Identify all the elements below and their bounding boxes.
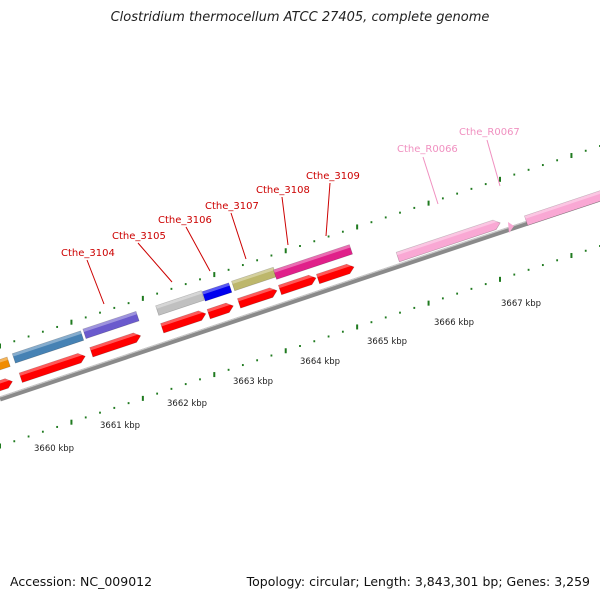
cds-7-shape <box>278 274 317 296</box>
cds-7-gloss <box>278 273 316 289</box>
label-leader <box>281 196 289 246</box>
gene-blue-shape <box>201 282 233 302</box>
scale-labels: 3660 kbp 3661 kbp 3662 kbp 3663 kbp 3664 kbp… <box>34 299 541 454</box>
gene-steelblue-shape <box>11 330 85 364</box>
scale-label: 3663 kbp <box>233 377 273 387</box>
cds-3 <box>89 331 142 358</box>
label-leader <box>486 139 501 187</box>
backbone-highlight <box>0 196 600 398</box>
cds-6-shape <box>237 287 278 309</box>
scale-label: 3665 kbp <box>367 337 407 347</box>
feature-label: Cthe_3108 <box>256 185 310 196</box>
rna-pink-1-gloss <box>396 218 500 256</box>
cds-6 <box>237 285 278 309</box>
rna-pink-2-gloss <box>524 190 600 219</box>
scale-label: 3664 kbp <box>300 357 340 367</box>
rna-pink-2 <box>524 190 600 226</box>
scale-label: 3662 kbp <box>167 399 207 409</box>
map-title: Clostridium thermocellum ATCC 27405, com… <box>110 10 490 25</box>
gene-steelblue <box>11 330 85 364</box>
feature-label: Cthe_3105 <box>112 231 166 242</box>
label-leader <box>137 242 173 283</box>
cds-8 <box>316 262 355 285</box>
gene-slateblue <box>82 311 140 339</box>
cds-8-gloss <box>316 262 354 278</box>
cds-1-shape <box>0 378 13 394</box>
cds-2-gloss <box>19 351 85 376</box>
gene-steelblue-gloss <box>12 330 82 357</box>
gene-slateblue-shape <box>82 311 140 339</box>
scale-label: 3666 kbp <box>434 318 474 328</box>
rna-pink-1 <box>395 218 501 263</box>
label-leader <box>422 156 439 205</box>
cds-6-gloss <box>237 285 277 302</box>
gene-magenta-gloss <box>273 244 351 273</box>
outer-tick-ring <box>0 145 600 349</box>
topology-text: Topology: circular; Length: 3,843,301 bp… <box>246 574 590 589</box>
scale-label: 3660 kbp <box>34 444 74 454</box>
label-leader <box>86 259 105 305</box>
rna-pink-arrowhead <box>508 222 514 233</box>
feature-labels: Cthe_3104 Cthe_3105 Cthe_3106 Cthe_3107 Cthe… <box>61 127 520 259</box>
label-leader <box>185 226 211 272</box>
cds-4-shape <box>160 310 207 334</box>
gene-blue <box>201 282 233 302</box>
cds-2 <box>18 351 86 383</box>
backbone-line <box>0 196 600 402</box>
feature-label: Cthe_3106 <box>158 215 212 226</box>
feature-track <box>0 190 600 394</box>
feature-label: Cthe_3109 <box>306 171 360 182</box>
cds-2-shape <box>18 353 86 383</box>
label-leaders <box>86 139 501 305</box>
gene-orange <box>0 356 11 372</box>
gene-khaki-gloss <box>231 267 275 285</box>
gene-blue-gloss <box>202 282 230 295</box>
cds-4-gloss <box>160 308 206 327</box>
rna-pink-1-shape <box>395 219 501 263</box>
cds-4 <box>160 308 207 334</box>
feature-label: Cthe_R0067 <box>459 127 520 138</box>
gene-khaki <box>231 266 277 292</box>
cds-5 <box>206 301 234 320</box>
cds-8-shape <box>316 263 355 285</box>
cds-3-gloss <box>89 331 141 351</box>
cds-3-shape <box>89 332 142 358</box>
scale-label: 3661 kbp <box>100 421 140 431</box>
label-leader <box>230 212 247 260</box>
gene-slateblue-gloss <box>82 311 137 332</box>
gene-gray <box>155 290 205 316</box>
cds-1 <box>0 376 13 394</box>
rna-pink-2-shape <box>524 190 600 226</box>
gene-gray-gloss <box>155 290 203 309</box>
feature-label: Cthe_3107 <box>205 201 259 212</box>
scale-label: 3667 kbp <box>501 299 541 309</box>
gene-orange-shape <box>0 356 11 372</box>
feature-label: Cthe_3104 <box>61 248 115 259</box>
gene-orange-gloss <box>0 357 9 365</box>
gene-magenta-shape <box>273 244 353 280</box>
genome-backbone <box>0 196 600 402</box>
cds-7 <box>278 273 317 296</box>
label-leader <box>325 182 331 237</box>
inner-tick-ring <box>0 245 600 449</box>
cds-1-gloss <box>0 376 12 387</box>
cds-5-shape <box>206 302 234 320</box>
cds-5-gloss <box>207 301 233 313</box>
gene-gray-shape <box>155 290 205 316</box>
gene-magenta <box>273 244 353 280</box>
feature-label: Cthe_R0066 <box>397 144 458 155</box>
accession-text: Accession: NC_009012 <box>10 574 153 589</box>
